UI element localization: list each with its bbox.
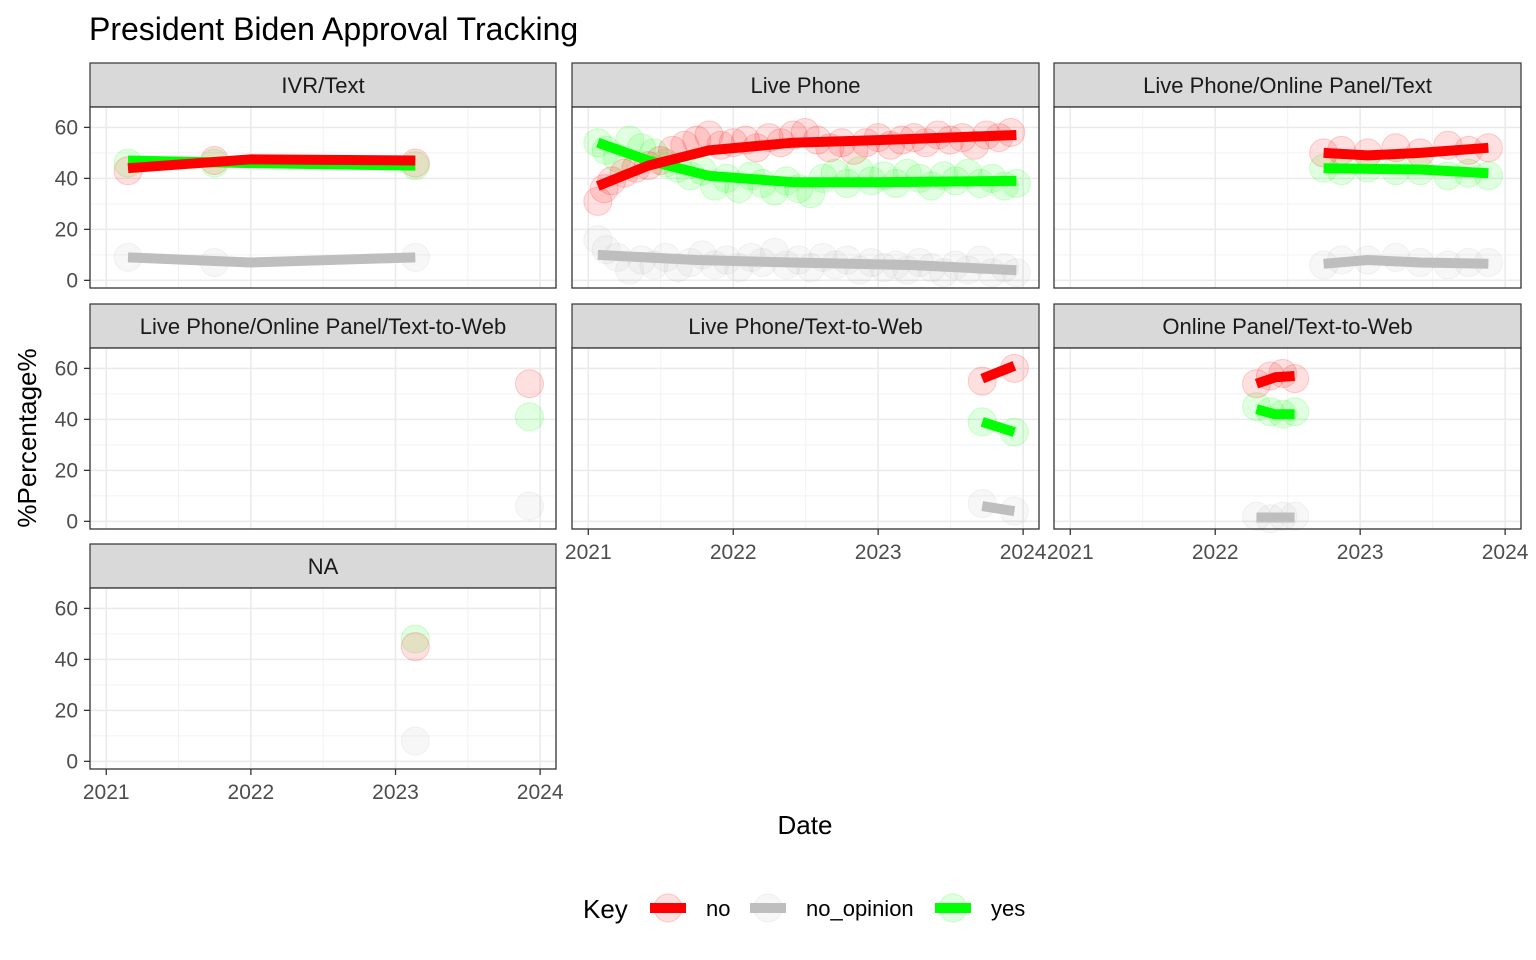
panel-border — [89, 347, 557, 530]
facet-panel: IVR/Text 0 20 40 60 — [55, 62, 557, 292]
y-tick-label: 20 — [55, 218, 78, 241]
data-point-yes — [400, 624, 430, 654]
x-tick-label: 2022 — [228, 781, 275, 804]
y-axis-label: %Percentage% — [12, 348, 42, 527]
facet-strip-label: Live Phone/Text-to-Web — [688, 314, 922, 339]
facet-strip-label: IVR/Text — [281, 73, 364, 98]
facet-strip — [89, 62, 557, 108]
data-point-no — [400, 632, 430, 662]
trend-line-no — [1323, 142, 1489, 161]
x-tick-label: 2021 — [565, 541, 612, 564]
trend-line-no — [1254, 371, 1295, 389]
facet-strip — [1053, 62, 1522, 108]
y-tick-label: 0 — [66, 269, 78, 292]
x-tick-label: 2022 — [710, 541, 757, 564]
trend-line-no_opinion — [1323, 255, 1489, 269]
x-tick-label: 2024 — [1482, 541, 1529, 564]
chart-title: President Biden Approval Tracking — [89, 11, 578, 47]
y-tick-label: 40 — [55, 648, 78, 671]
legend-label-no_opinion: no_opinion — [806, 896, 914, 921]
panel-border — [89, 587, 557, 770]
facet-strip-label: Online Panel/Text-to-Web — [1162, 314, 1412, 339]
panel-border — [571, 106, 1040, 289]
x-tick-label: 2022 — [1192, 541, 1239, 564]
y-tick-label: 60 — [55, 357, 78, 380]
panel-border — [89, 106, 557, 289]
trend-line-no — [595, 130, 1017, 191]
facet-panels: IVR/Text 0 20 40 60 Live Phone Live Phone/Onli… — [55, 62, 1529, 804]
y-tick-label: 60 — [55, 597, 78, 620]
facet-strip-label: NA — [308, 554, 339, 579]
data-point-no — [514, 369, 544, 399]
y-tick-label: 40 — [55, 408, 78, 431]
y-tick-label: 20 — [55, 699, 78, 722]
trend-line-no_opinion — [127, 252, 416, 268]
trend-line-yes — [1323, 163, 1489, 179]
legend-title: Key — [583, 894, 628, 924]
facet-panel: Online Panel/Text-to-Web 2021 2022 2023 2024 — [1047, 303, 1529, 564]
facet-strip-label: Live Phone/Online Panel/Text — [1143, 73, 1432, 98]
data-point-no_opinion — [514, 491, 544, 521]
facet-panel: Live Phone/Text-to-Web 2021 2022 2023 2024 — [565, 303, 1047, 564]
x-axis-label: Date — [778, 810, 833, 840]
facet-panel: Live Phone/Online Panel/Text — [1053, 62, 1522, 289]
y-tick-label: 40 — [55, 167, 78, 190]
trend-line-no — [980, 361, 1017, 384]
y-tick-label: 0 — [66, 750, 78, 773]
x-tick-label: 2023 — [855, 541, 902, 564]
trend-line-no_opinion — [597, 249, 1017, 276]
facet-strip — [571, 62, 1040, 108]
facet-strip-label: Live Phone/Online Panel/Text-to-Web — [140, 314, 506, 339]
x-tick-label: 2024 — [517, 781, 564, 804]
x-tick-label: 2021 — [83, 781, 130, 804]
facet-strip — [1053, 303, 1522, 349]
legend-label-no: no — [706, 896, 730, 921]
data-point-no_opinion — [583, 225, 613, 255]
y-tick-label: 60 — [55, 116, 78, 139]
trend-line-no_opinion — [981, 501, 1016, 517]
trend-line-yes — [1255, 404, 1295, 420]
legend: Key no no_opinion yes — [583, 893, 1025, 924]
x-tick-label: 2021 — [1047, 541, 1094, 564]
y-tick-label: 20 — [55, 459, 78, 482]
y-tick-label: 0 — [66, 510, 78, 533]
facet-strip — [89, 303, 557, 349]
legend-label-yes: yes — [991, 896, 1025, 921]
trend-line-yes — [980, 417, 1016, 437]
panel-border — [1053, 347, 1522, 530]
trend-line-no — [127, 154, 416, 174]
facet-panel: Live Phone/Online Panel/Text-to-Web 0 20 40… — [55, 303, 557, 533]
facet-panel: Live Phone — [571, 62, 1040, 289]
data-point-no — [583, 186, 613, 216]
x-tick-label: 2023 — [1337, 541, 1384, 564]
panel-border — [571, 347, 1040, 530]
facet-strip — [89, 543, 557, 589]
trend-line-yes — [596, 137, 1017, 188]
facet-panel: NA 0 20 40 60 2021 2022 2023 2024 — [55, 543, 564, 804]
x-tick-label: 2024 — [1000, 541, 1047, 564]
panel-border — [1053, 106, 1522, 289]
x-tick-label: 2023 — [372, 781, 419, 804]
data-point-no_opinion — [400, 726, 430, 756]
data-point-yes — [514, 402, 544, 432]
facet-strip-label: Live Phone — [750, 73, 860, 98]
